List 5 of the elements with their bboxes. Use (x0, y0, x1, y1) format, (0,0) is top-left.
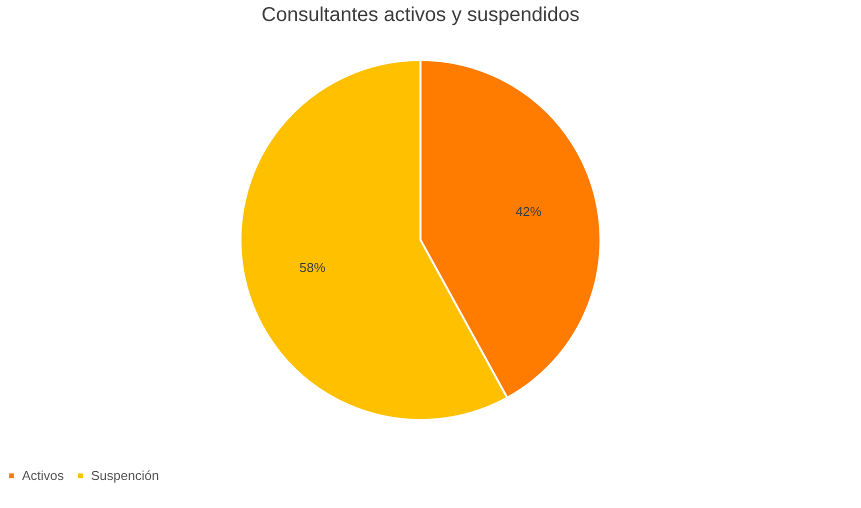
data-label: 58% (299, 260, 326, 275)
chart-title: Consultantes activos y suspendidos (262, 4, 580, 26)
data-label: 42% (516, 204, 542, 220)
legend-label: Activos (22, 468, 64, 483)
legend-label: Suspención (91, 468, 159, 483)
